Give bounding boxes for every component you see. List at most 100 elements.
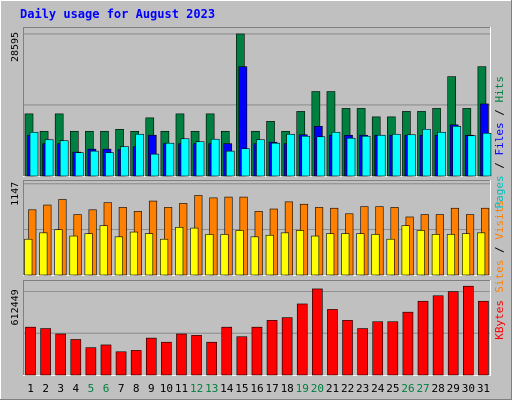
chart-panels: 28595 Pages / Files / Hits 1147 Sites / Vis… [10,27,506,376]
bar-pages-day-13 [210,138,220,177]
bar-sites-day-30 [462,233,471,276]
x-tick-label-day-16: 16 [250,382,263,395]
chart-title: Daily usage for August 2023 [20,7,215,21]
bar-kbytes-day-11 [176,333,187,376]
bar-kbytes-day-1 [25,326,36,376]
bar-sites-day-14 [220,234,229,276]
bar-pages-day-21 [331,131,341,177]
bar-kbytes-day-26 [402,311,414,376]
bar-pages-day-28 [437,131,446,177]
bar-kbytes-day-30 [463,285,474,376]
bar-sites-day-7 [114,236,123,276]
bar-kbytes-day-8 [130,350,142,376]
bar-pages-day-7 [120,146,129,177]
x-tick-label-day-19: 19 [296,382,309,395]
bar-kbytes-day-20 [312,288,323,376]
legend-label-pages: Pages [493,175,506,208]
bar-pages-day-4 [74,152,84,177]
bar-pages-day-15 [241,148,250,177]
x-tick-label-day-8: 8 [133,382,140,395]
bar-pages-day-24 [376,134,386,177]
x-tick-label-day-15: 15 [235,382,248,395]
y-tick-label: 28595 [10,32,21,62]
x-tick-label-day-2: 2 [42,382,49,395]
x-tick-label-day-10: 10 [160,382,173,395]
bar-kbytes-day-9 [145,337,157,376]
bar-sites-day-21 [326,233,335,276]
bar-pages-day-8 [135,133,144,177]
bar-pages-day-31 [482,132,492,177]
bar-kbytes-day-28 [432,295,444,376]
x-axis-labels: 1 2 3 4 5 6 7 8 9 10 11 12 13 14 15 16 17 18 19 20 21 22 23 24 2… [27,382,490,395]
legend-kbytes: KBytes [493,300,506,340]
bar-pages-day-30 [467,135,477,177]
x-tick-label-day-31: 31 [477,382,490,395]
bar-sites-day-25 [386,238,395,276]
x-tick-label-day-5: 5 [88,382,95,395]
bar-sites-day-16 [250,236,259,276]
legend-visits: Sites / Visits [493,200,506,293]
bar-kbytes-day-22 [342,320,353,376]
x-tick-label-day-12: 12 [190,382,203,395]
bar-pages-day-11 [180,138,190,177]
bar-pages-day-18 [286,133,295,177]
bar-sites-day-26 [401,225,410,276]
bar-sites-day-11 [175,227,184,276]
bar-pages-day-25 [392,133,401,177]
x-tick-label-day-9: 9 [148,382,155,395]
x-tick-label-day-24: 24 [371,382,385,395]
bar-kbytes-day-17 [266,320,278,376]
legend-separator: / [493,240,506,260]
bar-kbytes-day-7 [115,351,127,376]
bar-pages-day-20 [316,136,326,177]
x-tick-label-day-4: 4 [73,382,80,395]
bar-pages-day-1 [29,131,39,177]
bar-sites-day-4 [69,235,78,276]
bar-pages-day-29 [452,126,462,177]
bar-pages-day-26 [407,134,416,177]
bar-kbytes-day-10 [161,341,172,376]
bar-sites-day-9 [144,233,154,276]
legend-label-kbytes: KBytes [493,300,506,340]
legend-label-sites: Sites [493,260,506,293]
x-tick-label-day-20: 20 [311,382,324,395]
panel-visits: 1147 Sites / Visits [10,180,506,293]
x-tick-label-day-14: 14 [220,382,234,395]
bar-kbytes-day-19 [296,303,308,376]
bar-kbytes-day-15 [236,336,248,376]
bar-pages-day-19 [301,135,311,177]
x-tick-label-day-7: 7 [118,382,125,395]
bar-sites-day-15 [235,230,244,276]
bar-kbytes-day-2 [40,328,51,376]
bar-sites-day-17 [265,234,274,276]
bar-kbytes-day-13 [206,341,217,376]
bar-sites-day-19 [295,230,305,276]
bar-kbytes-day-24 [372,321,384,376]
x-tick-label-day-27: 27 [416,382,429,395]
bar-pages-day-5 [90,150,99,177]
bar-sites-day-22 [341,233,350,276]
bar-sites-day-3 [54,229,63,276]
bar-pages-day-2 [44,139,54,177]
bar-sites-day-10 [160,238,169,276]
x-tick-label-day-29: 29 [447,382,460,395]
x-tick-label-day-13: 13 [205,382,218,395]
bar-sites-day-13 [205,234,214,276]
bar-kbytes-day-4 [70,339,82,376]
panel-hits: 28595 Pages / Files / Hits [10,27,506,209]
bar-kbytes-day-25 [387,321,399,376]
y-tick-label: 612449 [10,289,21,325]
bar-pages-day-3 [59,140,69,177]
bar-sites-day-27 [416,230,425,276]
bar-kbytes-day-27 [417,300,429,376]
bar-pages-day-23 [361,135,371,177]
bar-sites-day-20 [311,235,320,276]
bar-pages-day-14 [225,150,235,177]
x-tick-label-day-1: 1 [27,382,34,395]
bar-sites-day-29 [446,234,456,276]
legend-hits: Pages / Files / Hits [493,76,506,209]
bar-pages-day-12 [195,141,205,177]
legend-label-hits: Hits [493,76,506,103]
bar-kbytes-day-21 [327,309,338,376]
